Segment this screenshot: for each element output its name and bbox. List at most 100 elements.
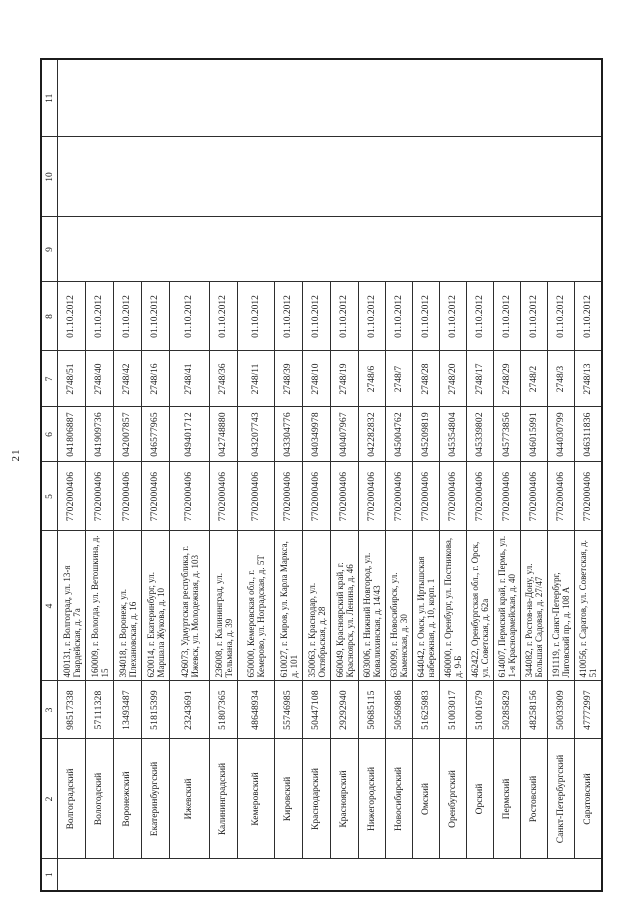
cell-date: 01.10.2012 [412, 282, 440, 351]
cell-reg-num: 2748/13 [574, 351, 602, 407]
table-row: Новосибирский 50569886 630099, г. Новосиби… [385, 59, 413, 891]
cell-col10 [237, 137, 275, 217]
cell-col10 [412, 137, 440, 217]
cell-okpo: 48648934 [237, 681, 275, 739]
cell-inn: 7702000406 [141, 462, 170, 531]
cell-num [358, 859, 386, 891]
cell-reg-num: 2748/6 [358, 351, 386, 407]
cell-bik: 045004762 [385, 407, 413, 462]
cell-col11 [237, 59, 275, 137]
column-header: 2 [41, 739, 58, 859]
cell-bik: 049401712 [169, 407, 210, 462]
cell-num [493, 859, 521, 891]
cell-col9 [113, 217, 142, 282]
cell-date: 01.10.2012 [169, 282, 210, 351]
table-row: Ижевский 23243691 426073, Удмуртская респу… [169, 59, 210, 891]
column-header: 6 [41, 407, 58, 462]
cell-col9 [85, 217, 114, 282]
cell-inn: 7702000406 [209, 462, 238, 531]
cell-bik: 042282832 [358, 407, 386, 462]
cell-num [209, 859, 238, 891]
cell-okpo: 51001679 [466, 681, 494, 739]
cell-branch: Пермский [493, 739, 521, 859]
cell-bik: 046015991 [520, 407, 548, 462]
cell-num [547, 859, 575, 891]
cell-num [385, 859, 413, 891]
cell-branch: Вологодский [85, 739, 114, 859]
cell-inn: 7702000406 [547, 462, 575, 531]
cell-num [85, 859, 114, 891]
cell-bik: 044030799 [547, 407, 575, 462]
table-row: Омский 51625983 644042, г. Омск, ул. Иртыш… [412, 59, 440, 891]
table-row: Санкт-Петербургский 50033909 191119, г. Са… [547, 59, 575, 891]
cell-bik: 045209819 [412, 407, 440, 462]
cell-address: 610027, г. Киров, ул. Карла Маркса, д. 1… [274, 531, 303, 681]
cell-date: 01.10.2012 [85, 282, 114, 351]
cell-col11 [141, 59, 170, 137]
cell-okpo: 50447108 [302, 681, 331, 739]
cell-col9 [209, 217, 238, 282]
cell-col11 [113, 59, 142, 137]
cell-branch: Кировский [274, 739, 303, 859]
cell-inn: 7702000406 [237, 462, 275, 531]
cell-address: 620014, г. Екатеринбург, ул. Маршала Жук… [141, 531, 170, 681]
cell-bik: 043207743 [237, 407, 275, 462]
cell-address: 410056, г. Саратов, ул. Советская, д. 51 [574, 531, 602, 681]
cell-bik: 045773856 [493, 407, 521, 462]
cell-address: 460000, г. Оренбург, ул. Постникова, д. … [439, 531, 467, 681]
table-row: Саратовский 47772997 410056, г. Саратов, у… [574, 59, 602, 891]
cell-bik: 042748880 [209, 407, 238, 462]
cell-col10 [85, 137, 114, 217]
cell-col11 [493, 59, 521, 137]
cell-okpo: 55746985 [274, 681, 303, 739]
cell-branch: Екатеринбургский [141, 739, 170, 859]
column-header: 1 [41, 859, 58, 891]
cell-inn: 7702000406 [330, 462, 359, 531]
cell-col11 [439, 59, 467, 137]
cell-col9 [439, 217, 467, 282]
cell-okpo: 50285829 [493, 681, 521, 739]
cell-bik: 040407967 [330, 407, 359, 462]
cell-address: 400131, г. Волгоград, ул. 13-я Гвардейск… [57, 531, 86, 681]
cell-okpo: 50569886 [385, 681, 413, 739]
table-row: Пермский 50285829 614007, Пермский край, г… [493, 59, 521, 891]
cell-col9 [302, 217, 331, 282]
cell-date: 01.10.2012 [330, 282, 359, 351]
cell-col11 [57, 59, 86, 137]
cell-col11 [547, 59, 575, 137]
table-row: Нижегородский 50685115 603006, г. Нижний Н… [358, 59, 386, 891]
table-body: Волгоградский 98517338 400131, г. Волгогра… [57, 59, 602, 891]
table-row: Кировский 55746985 610027, г. Киров, ул. К… [274, 59, 303, 891]
cell-branch: Ижевский [169, 739, 210, 859]
cell-inn: 7702000406 [302, 462, 331, 531]
cell-inn: 7702000406 [57, 462, 86, 531]
cell-date: 01.10.2012 [302, 282, 331, 351]
cell-bik: 043304776 [274, 407, 303, 462]
table-row: Оренбургский 51003017 460000, г. Оренбург,… [439, 59, 467, 891]
cell-reg-num: 2748/11 [237, 351, 275, 407]
column-header: 5 [41, 462, 58, 531]
column-header: 7 [41, 351, 58, 407]
cell-date: 01.10.2012 [574, 282, 602, 351]
cell-col11 [574, 59, 602, 137]
cell-reg-num: 2748/17 [466, 351, 494, 407]
cell-inn: 7702000406 [358, 462, 386, 531]
cell-address: 160009, г. Вологда, ул. Ветошкина, д. 15 [85, 531, 114, 681]
cell-reg-num: 2748/36 [209, 351, 238, 407]
table-row: Кемеровский 48648934 650000, Кемеровская о… [237, 59, 275, 891]
cell-address: 650000, Кемеровская обл., г. Кемерово, у… [237, 531, 275, 681]
cell-inn: 7702000406 [439, 462, 467, 531]
cell-date: 01.10.2012 [209, 282, 238, 351]
cell-address: 426073, Удмуртская республика, г. Ижевск… [169, 531, 210, 681]
cell-date: 01.10.2012 [113, 282, 142, 351]
cell-bik: 041909736 [85, 407, 114, 462]
cell-okpo: 47772997 [574, 681, 602, 739]
cell-inn: 7702000406 [113, 462, 142, 531]
column-header: 4 [41, 531, 58, 681]
cell-bik: 042007857 [113, 407, 142, 462]
cell-branch: Оренбургский [439, 739, 467, 859]
cell-col9 [358, 217, 386, 282]
cell-col11 [520, 59, 548, 137]
cell-branch: Волгоградский [57, 739, 86, 859]
cell-col10 [57, 137, 86, 217]
